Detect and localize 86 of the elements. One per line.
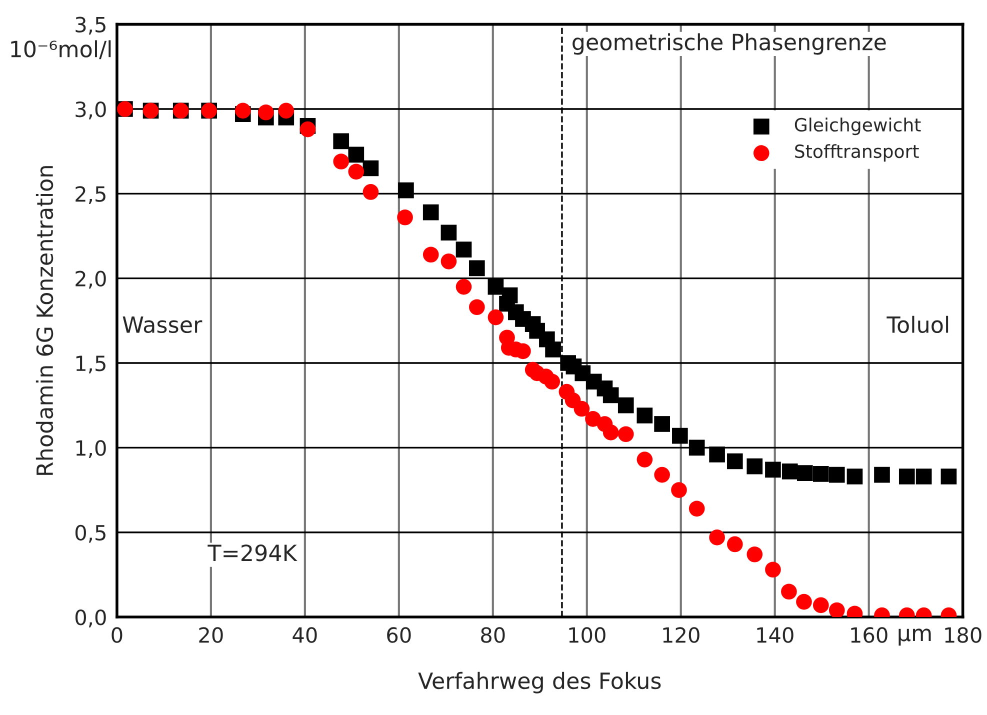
- point: [940, 468, 957, 484]
- point: [469, 299, 485, 316]
- point: [916, 468, 932, 484]
- point: [636, 408, 653, 424]
- point: [398, 182, 414, 198]
- point: [812, 466, 829, 482]
- point: [234, 102, 251, 119]
- point: [574, 400, 590, 417]
- point: [333, 154, 350, 170]
- point: [812, 597, 829, 614]
- point: [397, 209, 413, 226]
- point: [488, 309, 504, 326]
- y-axis-title: Rhodamin 6G Konzentration: [36, 166, 54, 475]
- point: [456, 242, 472, 258]
- point: [726, 536, 743, 552]
- point: [602, 387, 619, 404]
- text: 10⁻⁶mol/l: [11, 40, 111, 60]
- text: µm: [898, 628, 931, 646]
- point: [348, 164, 364, 180]
- point: [898, 468, 915, 484]
- point: [688, 500, 705, 517]
- x-tick-label: 0: [112, 627, 122, 643]
- point: [796, 594, 812, 610]
- y-tick-label: 1,0: [76, 440, 106, 458]
- y-tick-label: 2,5: [76, 186, 106, 204]
- x-tick-label: 100: [569, 627, 606, 643]
- point: [797, 465, 813, 482]
- point: [602, 424, 619, 440]
- legend-label: Gleichgewicht: [794, 118, 921, 136]
- legend-label: Stofftransport: [795, 144, 919, 162]
- point: [488, 278, 504, 295]
- ref-line-label: geometrische Phasengrenze: [572, 33, 886, 55]
- x-tick-label: 180: [945, 627, 982, 643]
- annotation: T=294K: [208, 544, 298, 562]
- point: [781, 584, 797, 600]
- point: [348, 146, 364, 163]
- point: [618, 397, 634, 414]
- x-tick-label: 20: [199, 627, 223, 643]
- point: [362, 160, 379, 176]
- point: [746, 458, 763, 474]
- y-tick-label: 0,0: [75, 610, 106, 628]
- x-tick-label: 120: [663, 627, 700, 643]
- point: [726, 453, 743, 470]
- point: [258, 104, 274, 120]
- point: [636, 452, 653, 468]
- annotation: Wasser: [122, 316, 202, 334]
- point: [828, 602, 845, 618]
- annotation: Toluol: [886, 316, 948, 334]
- point: [440, 253, 457, 270]
- point: [654, 466, 670, 483]
- point: [333, 133, 350, 150]
- point: [782, 463, 798, 480]
- x-tick-label: 60: [387, 627, 411, 643]
- y-tick-label: 0,5: [75, 524, 106, 543]
- point: [709, 530, 725, 546]
- point: [618, 426, 634, 442]
- y-tick-label: 3,0: [76, 101, 106, 120]
- point: [278, 102, 294, 119]
- point: [874, 466, 890, 483]
- point: [422, 204, 439, 220]
- point: [672, 428, 688, 444]
- point: [688, 440, 705, 456]
- x-axis-title: Verfahrweg des Fokus: [418, 672, 661, 694]
- point: [654, 416, 670, 432]
- point: [828, 466, 845, 483]
- point: [422, 246, 439, 263]
- point: [746, 546, 763, 562]
- point: [440, 224, 457, 241]
- y-tick-label: 2,0: [76, 270, 106, 289]
- point: [456, 278, 472, 295]
- point: [469, 260, 485, 276]
- point: [846, 468, 863, 484]
- y-tick-label: 3,5: [76, 16, 106, 35]
- point: [300, 121, 316, 138]
- point: [544, 374, 560, 390]
- point: [362, 184, 379, 200]
- x-tick-label: 140: [757, 627, 794, 643]
- x-tick-label: 80: [481, 627, 505, 643]
- x-tick-label: 160: [851, 627, 888, 643]
- x-tick-label: 40: [292, 627, 317, 643]
- point: [709, 446, 725, 462]
- point: [671, 482, 687, 498]
- point: [765, 462, 781, 478]
- y-tick-label: 1,5: [76, 356, 106, 374]
- point: [545, 342, 561, 358]
- point: [765, 562, 781, 578]
